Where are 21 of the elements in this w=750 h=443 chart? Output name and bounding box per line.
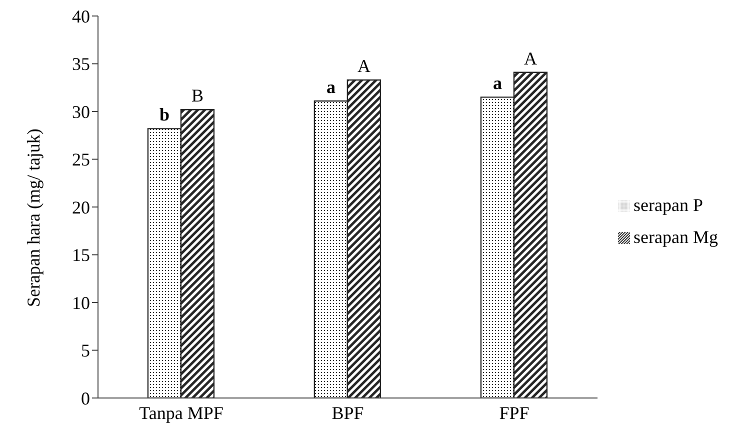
x-tick-label: FPF [499,402,530,423]
x-tick-label: Tanpa MPF [139,402,224,423]
y-tick-label: 20 [72,197,90,218]
data-label: A [524,48,537,68]
data-label: A [357,56,370,76]
y-tick-label: 30 [72,102,90,122]
y-tick-label: 25 [72,150,90,170]
y-tick-label: 5 [81,340,90,361]
data-label: a [326,76,336,97]
legend-label: serapan P [634,194,703,214]
x-tick-label: BPF [332,402,364,423]
y-tick-label: 10 [72,292,90,313]
data-label: B [191,86,204,106]
data-label: a [492,73,502,94]
data-label: b [159,104,170,125]
y-tick-label: 0 [81,388,90,408]
y-tick-label: 15 [72,245,90,266]
y-tick-label: 35 [72,54,90,74]
legend-label: serapan Mg [634,226,718,246]
y-tick-label: 40 [72,6,90,26]
y-axis-title: Serapan hara (mg/ tajuk) [23,128,44,307]
